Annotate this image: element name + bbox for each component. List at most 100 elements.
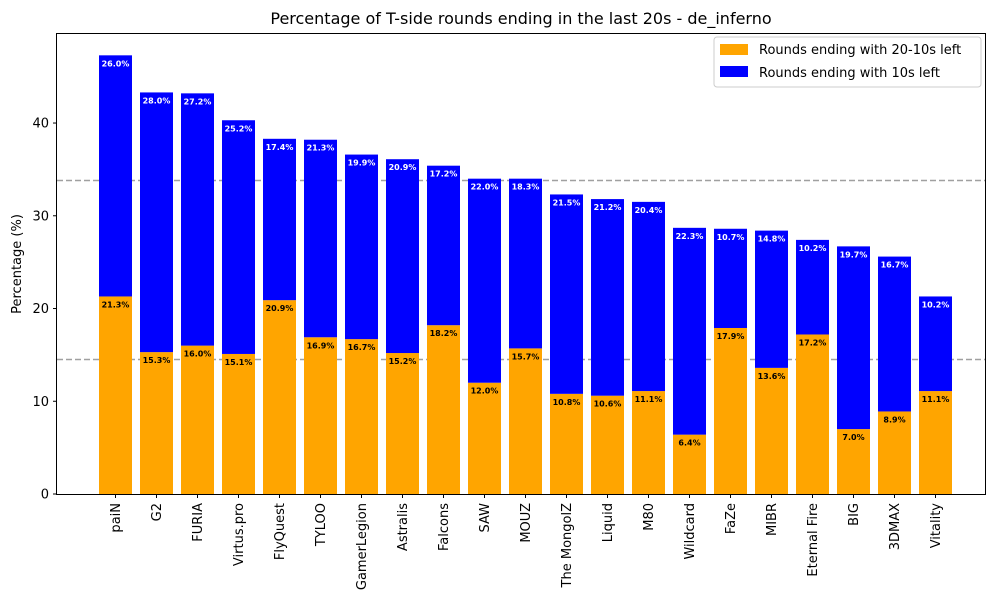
bar-segment-10s xyxy=(796,239,829,335)
y-axis: 0 10 20 30 40 xyxy=(32,117,57,503)
bar-segment-10s xyxy=(99,55,132,297)
x-tick-label: FaZe xyxy=(724,503,739,534)
bar-segment-10s xyxy=(714,228,747,328)
y-tick-label: 10 xyxy=(32,395,49,410)
bar-segment-20-10s xyxy=(632,391,665,494)
data-label-20-10s: 17.9% xyxy=(717,332,745,341)
data-label-20-10s: 12.0% xyxy=(471,387,499,396)
x-tick-label: paiN xyxy=(109,503,124,533)
y-tick-label: 0 xyxy=(41,488,49,503)
bar-segment-10s xyxy=(263,138,296,301)
data-label-20-10s: 8.9% xyxy=(883,415,905,424)
x-tick-label: SAW xyxy=(478,503,493,533)
x-tick-label: TYLOO xyxy=(314,503,329,547)
y-tick-label: 20 xyxy=(32,302,49,317)
x-tick-label: Liquid xyxy=(601,503,616,542)
data-label-10s: 22.0% xyxy=(471,183,499,192)
bar-segment-20-10s xyxy=(755,367,788,494)
data-label-10s: 20.9% xyxy=(389,163,417,172)
data-label-10s: 26.0% xyxy=(102,59,130,68)
bar-segment-10s xyxy=(878,256,911,412)
x-tick-label: GamerLegion xyxy=(355,503,370,590)
data-label-20-10s: 11.1% xyxy=(635,395,663,404)
bar-segment-20-10s xyxy=(550,393,583,494)
data-label-20-10s: 13.6% xyxy=(758,372,786,381)
data-label-20-10s: 7.0% xyxy=(842,433,864,442)
data-label-10s: 10.7% xyxy=(717,233,745,242)
bar-segment-20-10s xyxy=(878,411,911,494)
data-label-20-10s: 10.8% xyxy=(553,398,581,407)
x-tick-label: FURIA xyxy=(191,503,206,542)
bar-segment-10s xyxy=(140,92,173,353)
data-label-20-10s: 15.3% xyxy=(143,356,171,365)
data-label-20-10s: 17.2% xyxy=(799,338,827,347)
data-label-10s: 14.8% xyxy=(758,235,786,244)
data-label-10s: 18.3% xyxy=(512,183,540,192)
legend-swatch-blue xyxy=(720,66,748,77)
data-label-20-10s: 11.1% xyxy=(922,395,950,404)
bar-labels-group: 21.3% 26.0% 15.3% 28.0% 16.0% 27.2% 15.1% 25.2%… xyxy=(102,59,950,447)
data-label-10s: 21.3% xyxy=(307,144,335,153)
bar-segment-10s xyxy=(386,159,419,354)
bar-segment-20-10s xyxy=(673,434,706,494)
data-label-20-10s: 20.9% xyxy=(266,304,294,313)
y-axis-label: Percentage (%) xyxy=(10,214,25,314)
bar-segment-10s xyxy=(222,120,255,354)
bar-segment-20-10s xyxy=(591,395,624,494)
x-tick-label: M80 xyxy=(642,503,657,531)
data-label-10s: 10.2% xyxy=(922,300,950,309)
bar-segment-10s xyxy=(550,194,583,394)
data-label-20-10s: 16.9% xyxy=(307,341,335,350)
data-label-20-10s: 6.4% xyxy=(678,439,700,448)
x-tick-label: G2 xyxy=(150,503,165,521)
bar-segment-20-10s xyxy=(263,300,296,494)
bar-segment-10s xyxy=(181,93,214,346)
plot-frame xyxy=(56,33,986,495)
data-label-20-10s: 15.7% xyxy=(512,352,540,361)
x-tick-label: The MongolZ xyxy=(560,503,575,589)
chart-title: Percentage of T-side rounds ending in th… xyxy=(270,9,771,29)
data-label-10s: 21.2% xyxy=(594,203,622,212)
data-label-10s: 22.3% xyxy=(676,232,704,241)
x-tick-label: Astralis xyxy=(396,503,411,551)
x-tick-label: MIBR xyxy=(765,503,780,536)
bar-segment-10s xyxy=(468,178,501,383)
y-tick-label: 40 xyxy=(32,117,49,132)
data-label-10s: 19.9% xyxy=(348,159,376,168)
bar-segment-20-10s xyxy=(386,353,419,494)
bars-group xyxy=(99,55,952,494)
bar-segment-20-10s xyxy=(427,325,460,494)
data-label-20-10s: 18.2% xyxy=(430,329,458,338)
bar-segment-20-10s xyxy=(181,345,214,494)
bar-segment-20-10s xyxy=(345,339,378,494)
x-tick-label: MOUZ xyxy=(519,503,534,543)
bar-segment-10s xyxy=(345,154,378,340)
bar-segment-20-10s xyxy=(99,296,132,494)
legend: Rounds ending with 20-10s left Rounds en… xyxy=(713,36,982,88)
bar-segment-10s xyxy=(509,178,542,349)
bar-segment-20-10s xyxy=(714,327,747,494)
data-label-20-10s: 16.7% xyxy=(348,343,376,352)
x-tick-label: Vitality xyxy=(929,503,944,549)
bar-segment-10s xyxy=(837,246,870,430)
x-tick-label: BIG xyxy=(847,503,862,526)
legend-label-10s: Rounds ending with 10s left xyxy=(759,66,940,81)
bar-segment-10s xyxy=(304,139,337,338)
data-label-10s: 17.4% xyxy=(266,143,294,152)
x-tick-label: Eternal Fire xyxy=(806,503,821,577)
data-label-10s: 17.2% xyxy=(430,170,458,179)
bar-segment-10s xyxy=(919,296,952,392)
data-label-20-10s: 21.3% xyxy=(102,300,130,309)
x-tick-label: Virtus.pro xyxy=(232,503,247,566)
bar-segment-20-10s xyxy=(304,337,337,494)
legend-swatch-orange xyxy=(720,44,748,55)
bar-segment-20-10s xyxy=(837,429,870,494)
data-label-10s: 10.2% xyxy=(799,244,827,253)
data-label-20-10s: 15.2% xyxy=(389,357,417,366)
data-label-20-10s: 15.1% xyxy=(225,358,253,367)
bar-segment-20-10s xyxy=(140,352,173,494)
bar-segment-20-10s xyxy=(919,391,952,494)
bar-segment-10s xyxy=(755,230,788,368)
bar-segment-20-10s xyxy=(796,334,829,494)
